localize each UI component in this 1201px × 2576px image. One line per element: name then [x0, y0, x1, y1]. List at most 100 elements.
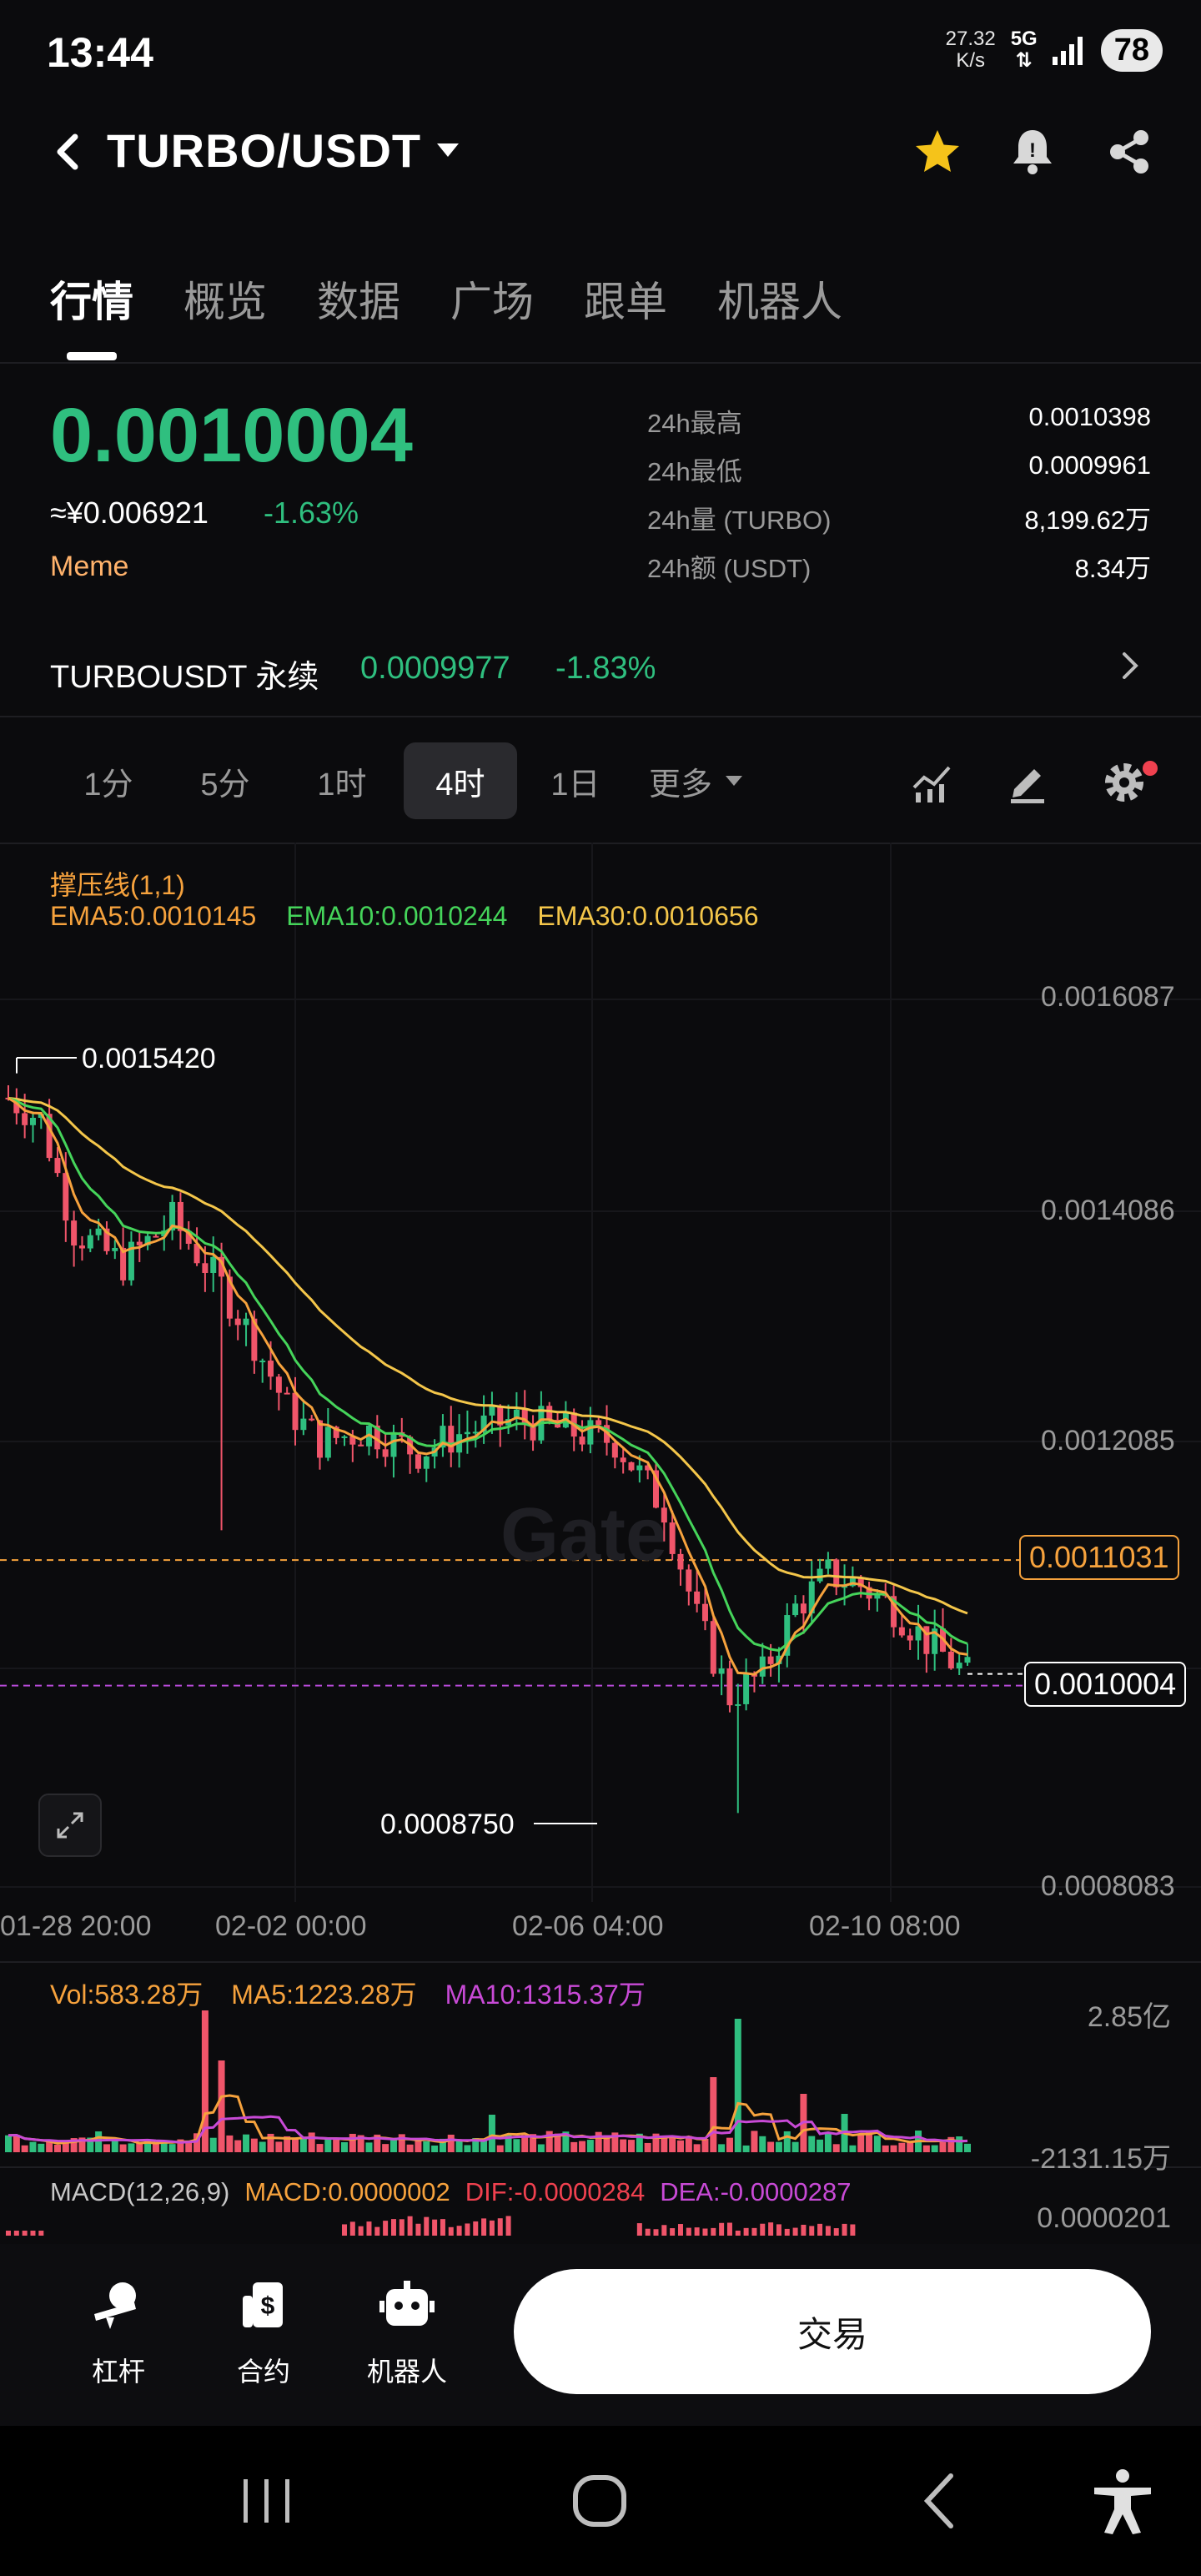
- candle-body: [268, 1361, 274, 1377]
- settings-notification-dot: [1143, 761, 1158, 776]
- chevron-right-icon[interactable]: [1118, 647, 1143, 684]
- tab-square[interactable]: 广场: [450, 279, 534, 325]
- candle-body: [915, 1626, 922, 1641]
- contract-button[interactable]: $ 合约: [205, 2277, 322, 2389]
- timeframe-1m[interactable]: 1分: [83, 767, 133, 802]
- candle-body: [292, 1392, 299, 1431]
- candle-body: [645, 1465, 651, 1471]
- volume-bar: [595, 2131, 602, 2152]
- high-annotation: 0.0015420: [82, 1043, 216, 1074]
- macd-bar: [505, 2216, 511, 2236]
- tab-copy-trading[interactable]: 跟单: [584, 279, 667, 325]
- volume-bar: [931, 2145, 938, 2152]
- volume-bar: [292, 2139, 299, 2152]
- volume-bar: [817, 2139, 824, 2152]
- volume-bar: [545, 2131, 553, 2152]
- macd-dif: DIF:-0.0000284: [465, 2177, 646, 2206]
- volume-bar: [496, 2145, 504, 2152]
- volume-bar: [718, 2144, 726, 2152]
- bot-button[interactable]: 机器人: [349, 2277, 465, 2389]
- candle-body: [95, 1228, 102, 1235]
- candle-body: [923, 1626, 930, 1654]
- volume-bar: [628, 2140, 636, 2152]
- macd-bar: [473, 2221, 479, 2236]
- stat-row-low: 24h最低 0.0009961: [647, 450, 1151, 499]
- macd-bar: [768, 2222, 774, 2236]
- y-tick: 0.0012085: [1041, 1425, 1175, 1457]
- active-tab-indicator: [67, 352, 117, 360]
- indicators-icon[interactable]: [909, 759, 956, 804]
- timeframe-1h[interactable]: 1时: [317, 767, 367, 802]
- pressure-line-label[interactable]: 撑压线(1,1): [50, 870, 185, 900]
- volume-bar: [620, 2139, 627, 2152]
- stat-value: 8.34万: [1074, 554, 1151, 583]
- volume-bar: [611, 2132, 619, 2152]
- candle-body: [784, 1615, 791, 1656]
- macd-bar: [719, 2222, 725, 2236]
- leverage-button[interactable]: 杠杆: [60, 2277, 177, 2389]
- macd-bar: [366, 2221, 372, 2236]
- nav-back-icon[interactable]: [909, 2468, 976, 2534]
- candle-body: [652, 1470, 659, 1508]
- accessibility-icon[interactable]: [1089, 2466, 1156, 2536]
- pair-title[interactable]: TURBO/USDT: [107, 124, 422, 177]
- volume-bar: [119, 2144, 127, 2152]
- volume-bar: [267, 2133, 274, 2152]
- volume-bar: [751, 2131, 758, 2152]
- tab-market[interactable]: 行情: [50, 279, 133, 325]
- candle-body: [546, 1406, 553, 1421]
- volume-value: Vol:583.28万: [50, 1980, 204, 2010]
- stat-row-turnover: 24h额 (USDT) 8.34万: [647, 547, 1151, 596]
- timeframe-more[interactable]: 更多: [634, 742, 759, 819]
- macd-bar: [801, 2224, 807, 2236]
- ema5-value: EMA5:0.0010145: [50, 901, 257, 931]
- fullscreen-button[interactable]: [38, 1794, 102, 1857]
- candle-body: [349, 1436, 356, 1445]
- share-icon[interactable]: [1106, 127, 1153, 177]
- pair-dropdown-icon[interactable]: [435, 142, 460, 158]
- tab-bots[interactable]: 机器人: [717, 279, 842, 325]
- tab-data[interactable]: 数据: [317, 279, 400, 325]
- trade-button[interactable]: 交易: [514, 2269, 1151, 2394]
- macd-bar: [374, 2226, 380, 2236]
- candlestick-chart[interactable]: Gate: [0, 843, 1201, 2236]
- volume-bar: [603, 2135, 611, 2152]
- macd-bar: [399, 2219, 405, 2236]
- volume-bar: [38, 2143, 45, 2152]
- candle-body: [817, 1568, 823, 1582]
- timeframe-5m[interactable]: 5分: [200, 767, 250, 802]
- macd-bar: [711, 2227, 716, 2236]
- candle-body: [193, 1244, 200, 1264]
- volume-bar: [357, 2135, 364, 2152]
- candle-body: [800, 1603, 807, 1614]
- volume-bar: [95, 2131, 103, 2152]
- favorite-star-icon[interactable]: [912, 127, 962, 177]
- volume-bar: [177, 2139, 184, 2152]
- macd-dea: DEA:-0.0000287: [660, 2177, 852, 2206]
- price-alert-bell-icon[interactable]: !: [1009, 125, 1056, 177]
- candle-body: [513, 1409, 520, 1420]
- macd-bar: [358, 2226, 364, 2236]
- macd-bar: [694, 2227, 700, 2236]
- candle-body: [226, 1276, 233, 1319]
- candle-body: [964, 1657, 971, 1663]
- candle-body: [415, 1454, 421, 1469]
- candle-body: [472, 1431, 479, 1434]
- chart-settings-icon[interactable]: [1099, 756, 1153, 808]
- tab-overview[interactable]: 概览: [183, 279, 267, 325]
- candle-body: [128, 1241, 134, 1280]
- category-tag[interactable]: Meme: [50, 551, 129, 582]
- back-icon[interactable]: [48, 127, 90, 177]
- candle-body: [701, 1603, 708, 1622]
- x-tick: 01-28 20:00: [0, 1910, 152, 1942]
- volume-bar: [849, 2145, 857, 2152]
- drawing-tool-icon[interactable]: [1004, 759, 1051, 804]
- perpetual-change: -1.83%: [555, 651, 656, 686]
- recent-apps-icon[interactable]: [234, 2468, 300, 2534]
- network-label: 5G: [1010, 28, 1038, 50]
- timeframe-1d[interactable]: 1日: [550, 767, 600, 802]
- volume-bar: [13, 2135, 20, 2152]
- timeframe-4h[interactable]: 4时: [404, 742, 517, 819]
- home-icon[interactable]: [567, 2468, 634, 2534]
- perpetual-name[interactable]: TURBOUSDT 永续: [50, 660, 319, 695]
